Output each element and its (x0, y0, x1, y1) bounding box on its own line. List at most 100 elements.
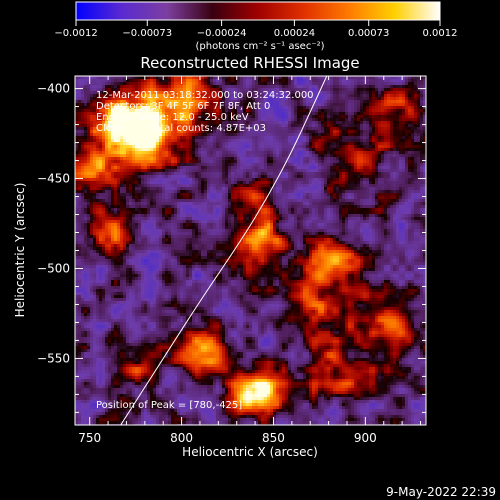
heatmap-cell (225, 142, 228, 145)
heatmap-cell (285, 145, 288, 148)
heatmap-cell (114, 157, 117, 160)
heatmap-cell (240, 199, 243, 202)
heatmap-cell (150, 151, 153, 154)
heatmap-cell (216, 100, 219, 103)
heatmap-cell (390, 97, 393, 100)
heatmap-cell (111, 157, 114, 160)
heatmap-cell (90, 199, 93, 202)
heatmap-cell (219, 160, 222, 163)
heatmap-cell (288, 172, 291, 175)
heatmap-cell (105, 190, 108, 193)
heatmap-cell (225, 181, 228, 184)
heatmap-cell (174, 196, 177, 199)
heatmap-cell (333, 124, 336, 127)
heatmap-cell (243, 142, 246, 145)
heatmap-cell (405, 133, 408, 136)
heatmap-cell (237, 136, 240, 139)
heatmap-cell (111, 169, 114, 172)
heatmap-cell (198, 148, 201, 151)
heatmap-cell (285, 169, 288, 172)
heatmap-cell (156, 178, 159, 181)
heatmap-cell (240, 112, 243, 115)
heatmap-cell (93, 160, 96, 163)
heatmap-cell (90, 130, 93, 133)
heatmap-cell (78, 124, 81, 127)
heatmap-cell (168, 88, 171, 91)
heatmap-cell (288, 187, 291, 190)
heatmap-cell (207, 154, 210, 157)
heatmap-cell (234, 169, 237, 172)
heatmap-cell (300, 103, 303, 106)
heatmap-cell (156, 145, 159, 148)
heatmap-cell (180, 127, 183, 130)
heatmap-cell (246, 109, 249, 112)
heatmap-cell (210, 196, 213, 199)
heatmap-cell (381, 148, 384, 151)
heatmap-cell (123, 157, 126, 160)
heatmap-cell (201, 166, 204, 169)
heatmap-cell (150, 196, 153, 199)
heatmap-cell (147, 127, 150, 130)
heatmap-cell (342, 145, 345, 148)
heatmap-cell (75, 109, 78, 112)
heatmap-cell (285, 94, 288, 97)
heatmap-cell (327, 136, 330, 139)
heatmap-cell (351, 166, 354, 169)
heatmap-cell (156, 139, 159, 142)
heatmap-cell (99, 88, 102, 91)
heatmap-cell (102, 157, 105, 160)
heatmap-cell (237, 100, 240, 103)
heatmap-cell (87, 169, 90, 172)
heatmap-cell (231, 163, 234, 166)
heatmap-cell (360, 148, 363, 151)
heatmap-cell (228, 184, 231, 187)
heatmap-cell (330, 145, 333, 148)
heatmap-cell (417, 163, 420, 166)
heatmap-cell (420, 151, 423, 154)
heatmap-cell (210, 154, 213, 157)
heatmap-cell (126, 199, 129, 202)
heatmap-cell (288, 76, 291, 79)
heatmap-cell (189, 190, 192, 193)
heatmap-cell (276, 136, 279, 139)
heatmap-cell (165, 145, 168, 148)
heatmap-cell (216, 142, 219, 145)
heatmap-cell (360, 139, 363, 142)
heatmap-cell (399, 136, 402, 139)
heatmap-cell (225, 118, 228, 121)
heatmap-cell (378, 160, 381, 163)
heatmap-cell (219, 85, 222, 88)
heatmap-cell (180, 124, 183, 127)
heatmap-cell (345, 79, 348, 82)
heatmap-cell (270, 190, 273, 193)
heatmap-cell (405, 157, 408, 160)
heatmap-cell (219, 196, 222, 199)
heatmap-cell (129, 178, 132, 181)
heatmap-cell (366, 175, 369, 178)
heatmap-cell (117, 148, 120, 151)
heatmap-cell (99, 103, 102, 106)
heatmap-cell (300, 115, 303, 118)
heatmap-cell (387, 145, 390, 148)
heatmap-cell (387, 112, 390, 115)
heatmap-cell (279, 178, 282, 181)
heatmap-cell (156, 127, 159, 130)
heatmap-cell (93, 199, 96, 202)
heatmap-cell (159, 97, 162, 100)
heatmap-cell (90, 139, 93, 142)
heatmap-cell (261, 193, 264, 196)
heatmap-cell (417, 196, 420, 199)
heatmap-cell (147, 133, 150, 136)
heatmap-cell (222, 190, 225, 193)
heatmap-cell (246, 133, 249, 136)
heatmap-cell (300, 175, 303, 178)
heatmap-cell (117, 121, 120, 124)
heatmap-cell (192, 142, 195, 145)
heatmap-cell (198, 88, 201, 91)
heatmap-cell (84, 148, 87, 151)
heatmap-cell (276, 193, 279, 196)
heatmap-cell (372, 172, 375, 175)
heatmap-cell (192, 151, 195, 154)
heatmap-cell (315, 187, 318, 190)
heatmap-cell (165, 187, 168, 190)
